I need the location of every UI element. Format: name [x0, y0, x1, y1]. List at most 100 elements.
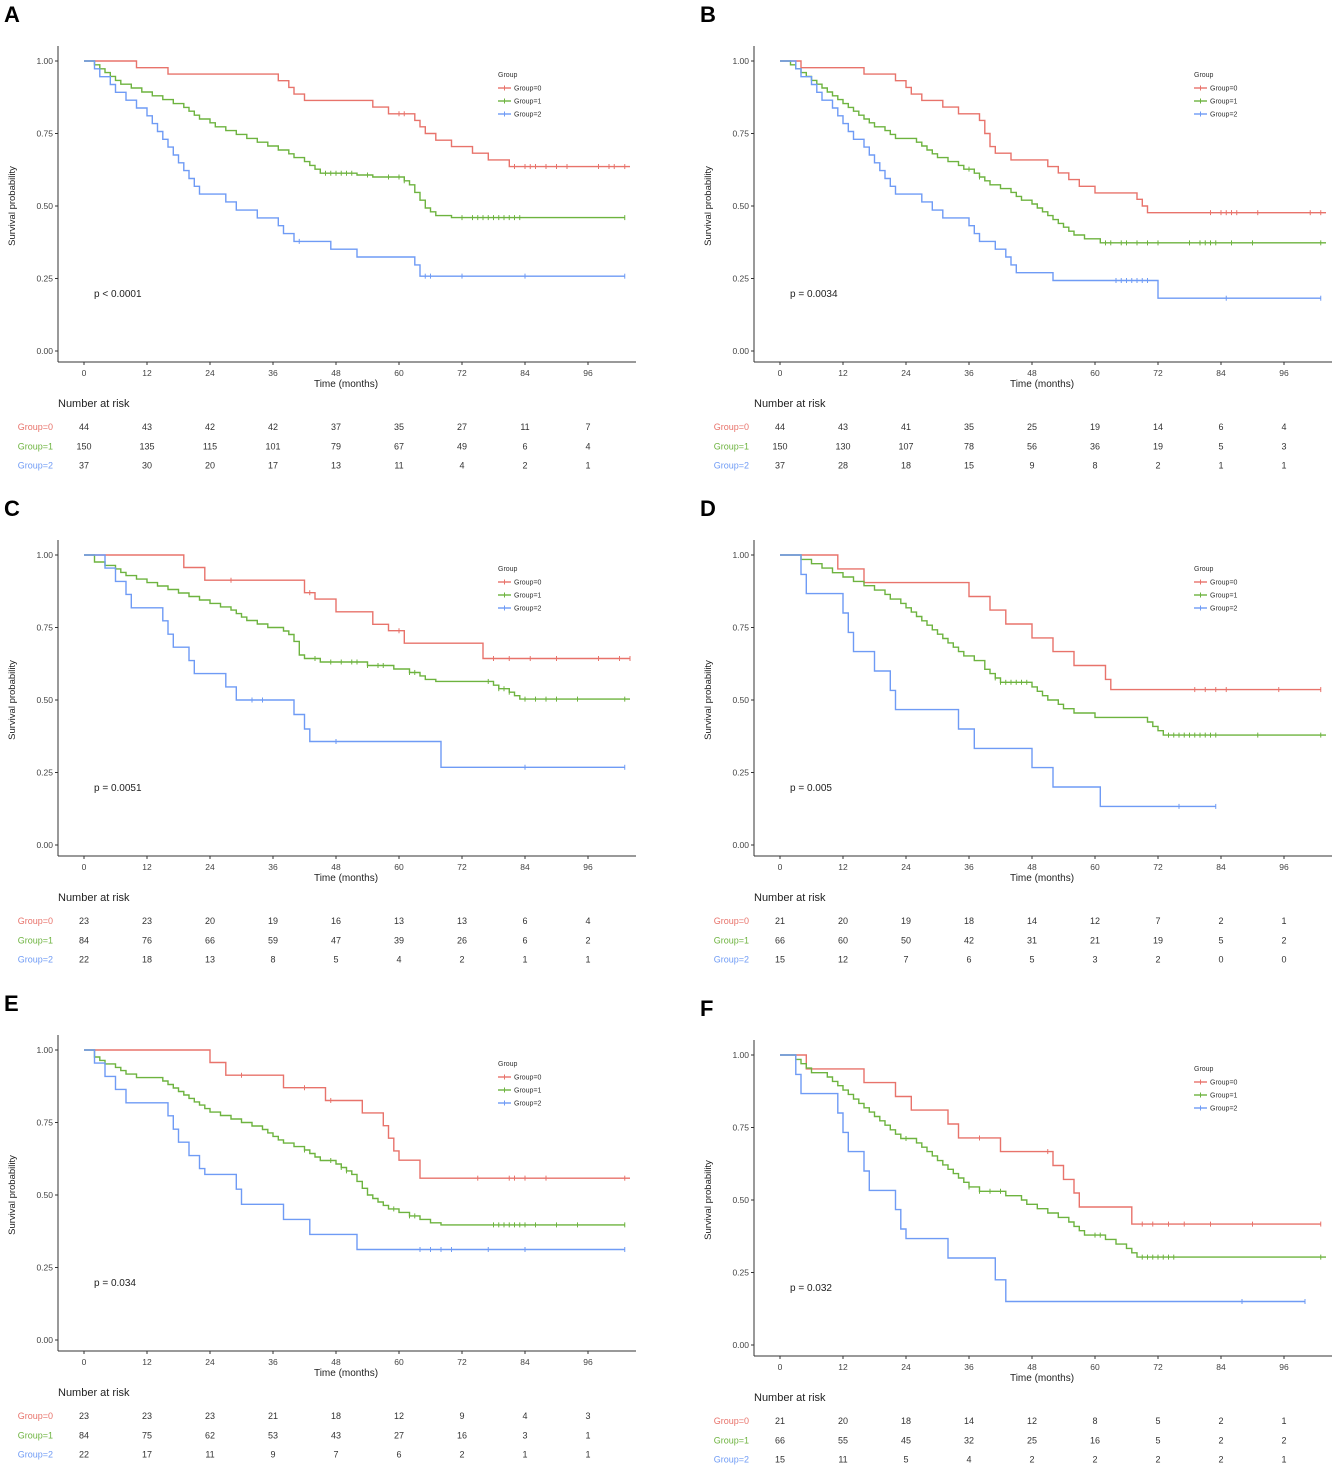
risk-value: 13 [331, 461, 341, 471]
risk-value: 25 [1027, 422, 1037, 432]
legend-item: Group=1 [1210, 1093, 1238, 1100]
y-tick-label: 1.00 [732, 56, 749, 66]
risk-row-label: Group=1 [714, 441, 749, 451]
x-tick-label: 0 [82, 1357, 87, 1367]
risk-value: 84 [79, 935, 89, 945]
x-tick-label: 24 [901, 368, 911, 378]
x-tick-label: 60 [394, 368, 404, 378]
risk-value: 76 [142, 935, 152, 945]
risk-value: 36 [1090, 441, 1100, 451]
risk-row-label: Group=2 [18, 461, 53, 471]
legend-item: Group=0 [1210, 86, 1238, 93]
risk-value: 56 [1027, 441, 1037, 451]
survival-curve [780, 554, 1326, 736]
x-tick-label: 84 [1216, 1362, 1226, 1372]
risk-value: 8 [1092, 1416, 1097, 1426]
risk-value: 3 [585, 1411, 590, 1421]
risk-value: 6 [1218, 422, 1223, 432]
legend-title: Group [1194, 566, 1214, 573]
risk-value: 23 [205, 1411, 215, 1421]
risk-value: 44 [775, 422, 785, 432]
x-tick-label: 24 [901, 1362, 911, 1372]
legend-item: Group=1 [514, 593, 542, 600]
risk-value: 6 [966, 955, 971, 965]
x-tick-label: 84 [520, 862, 530, 872]
risk-value: 4 [396, 955, 401, 965]
risk-value: 0 [1218, 955, 1223, 965]
survival-curve [84, 60, 630, 168]
series-group-0 [84, 1049, 630, 1181]
risk-row-label: Group=2 [714, 955, 749, 965]
risk-value: 17 [142, 1450, 152, 1460]
x-tick-label: 48 [1027, 1362, 1037, 1372]
panel-d: D0.000.250.500.751.000 12 24 36 48 60 72 84 96Ti… [700, 496, 1332, 965]
y-axis-title: Survival probability [703, 660, 714, 740]
series-group-1 [780, 554, 1326, 738]
x-axis-title: Time (months) [314, 1368, 378, 1379]
x-tick-label: 24 [205, 1357, 215, 1367]
series-group-1 [84, 60, 626, 221]
y-tick-label: 0.75 [36, 1118, 53, 1128]
risk-value: 22 [79, 1450, 89, 1460]
risk-value: 23 [142, 1411, 152, 1421]
survival-curve [780, 1054, 1326, 1258]
risk-row-label: Group=0 [714, 1416, 749, 1426]
risk-value: 7 [1155, 916, 1160, 926]
risk-value: 18 [901, 1416, 911, 1426]
x-tick-label: 36 [268, 862, 278, 872]
x-tick-label: 24 [205, 368, 215, 378]
y-tick-label: 0.50 [36, 201, 53, 211]
risk-value: 67 [394, 441, 404, 451]
risk-value: 2 [1155, 461, 1160, 471]
risk-value: 1 [1281, 1416, 1286, 1426]
legend-item: Group=1 [514, 99, 542, 106]
risk-value: 3 [522, 1430, 527, 1440]
panel-f: F0.000.250.500.751.000 12 24 36 48 60 72 84 96Ti… [700, 996, 1332, 1465]
legend-item: Group=1 [1210, 99, 1238, 106]
x-tick-label: 96 [583, 368, 593, 378]
risk-value: 1 [1281, 916, 1286, 926]
risk-value: 7 [333, 1450, 338, 1460]
risk-value: 6 [522, 441, 527, 451]
risk-value: 2 [585, 935, 590, 945]
survival-curve [84, 554, 630, 660]
risk-row-label: Group=2 [18, 1450, 53, 1460]
x-tick-label: 36 [964, 368, 974, 378]
risk-value: 101 [265, 441, 280, 451]
risk-value: 130 [835, 441, 850, 451]
survival-curve [780, 60, 1326, 214]
series-group-1 [780, 1054, 1326, 1260]
y-axis-title: Survival probability [7, 166, 18, 246]
x-tick-label: 72 [457, 368, 467, 378]
x-tick-label: 12 [838, 1362, 848, 1372]
panel-b: B0.000.250.500.751.000 12 24 36 48 60 72 84 96Ti… [700, 2, 1332, 471]
risk-value: 1 [1218, 461, 1223, 471]
y-axis-title: Survival probability [7, 660, 18, 740]
risk-value: 2 [1155, 955, 1160, 965]
risk-row-label: Group=2 [714, 1455, 749, 1465]
risk-value: 1 [585, 1430, 590, 1440]
panel-a: A0.000.250.500.751.000 12 24 36 48 60 72 84 96Ti… [4, 2, 636, 471]
x-axis-title: Time (months) [1010, 873, 1074, 884]
panel-label: B [700, 2, 716, 27]
x-tick-label: 60 [394, 1357, 404, 1367]
risk-value: 45 [901, 1435, 911, 1445]
risk-value: 2 [1281, 1435, 1286, 1445]
x-tick-label: 84 [1216, 368, 1226, 378]
series-group-1 [780, 60, 1326, 246]
y-tick-label: 0.50 [732, 201, 749, 211]
series-group-0 [780, 554, 1322, 693]
series-group-0 [780, 1054, 1322, 1227]
risk-value: 42 [268, 422, 278, 432]
legend: Group Group=0 Group=1 Group=2 [1194, 72, 1238, 119]
survival-curve [780, 1054, 1305, 1303]
legend: Group Group=0 Group=1 Group=2 [498, 1061, 542, 1108]
x-tick-label: 72 [1153, 862, 1163, 872]
risk-value: 150 [76, 441, 91, 451]
y-tick-label: 0.00 [36, 346, 53, 356]
legend-item: Group=2 [1210, 606, 1238, 613]
risk-value: 15 [775, 1455, 785, 1465]
risk-value: 49 [457, 441, 467, 451]
x-tick-label: 36 [964, 1362, 974, 1372]
risk-row-group-2: Group=2 37 30 20 17 13 11 4 2 1 [18, 461, 591, 471]
